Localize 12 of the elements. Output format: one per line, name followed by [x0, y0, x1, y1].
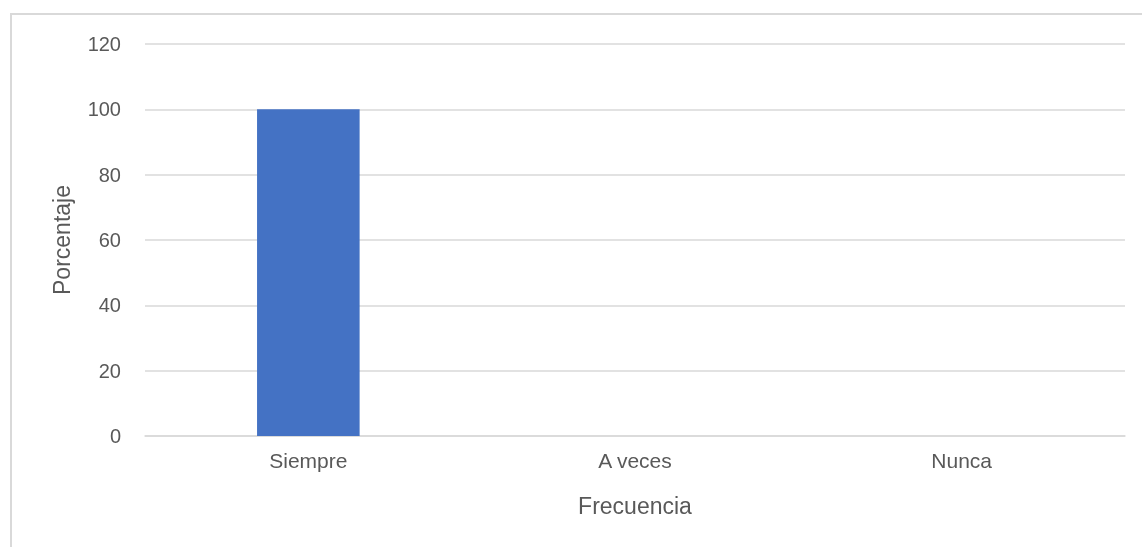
y-tick-label: 120 — [87, 33, 121, 55]
x-tick-label: A veces — [598, 449, 672, 472]
x-axis-title: Frecuencia — [578, 492, 693, 519]
x-tick-label: Nunca — [931, 449, 993, 472]
y-tick-label: 20 — [98, 359, 121, 382]
y-tick-label: 0 — [109, 425, 121, 447]
y-tick-label: 80 — [98, 163, 121, 186]
y-axis-title: Porcentaje — [48, 185, 75, 295]
x-tick-label: Siempre — [269, 449, 348, 472]
y-tick-label: 60 — [98, 229, 121, 251]
y-tick-label: 40 — [98, 294, 121, 317]
y-tick-label: 100 — [87, 98, 121, 121]
